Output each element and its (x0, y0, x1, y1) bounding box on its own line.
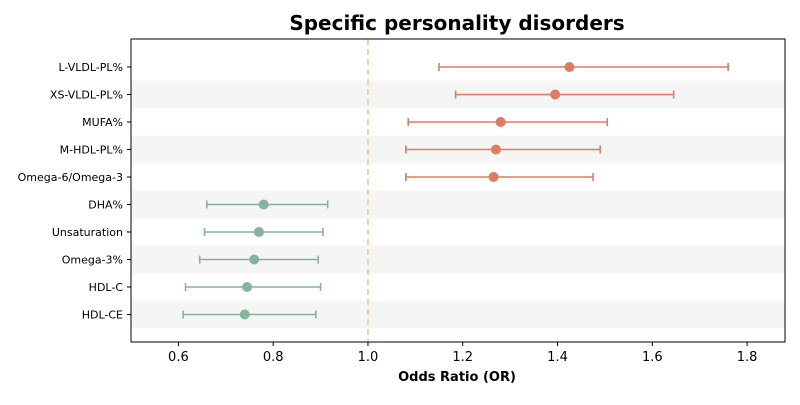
or-point (490, 144, 501, 155)
estimate-7 (198, 254, 319, 265)
plot-frame (130, 38, 786, 343)
y-tick-label: XS-VLDL-PL% (50, 89, 123, 102)
estimate-4 (405, 172, 594, 182)
y-tick-label: Omega-3% (62, 254, 123, 267)
y-tick-label: HDL-CE (82, 309, 123, 322)
y-tick-label: DHA% (88, 199, 123, 212)
x-tick-label: 1.2 (452, 350, 473, 365)
x-tick-label: 1.4 (547, 350, 568, 365)
estimate-2 (407, 117, 609, 127)
x-tick-label: 1.8 (737, 350, 758, 365)
or-point (488, 172, 499, 182)
x-tick-label: 0.8 (263, 350, 284, 365)
or-point (242, 282, 253, 292)
or-point (258, 199, 269, 210)
estimate-8 (184, 282, 322, 292)
or-point (249, 254, 260, 265)
or-point (550, 89, 561, 100)
estimate-1 (454, 89, 675, 100)
y-tick-label: Unsaturation (52, 226, 123, 239)
x-tick-label: 1.6 (642, 350, 663, 365)
y-tick-label: L-VLDL-PL% (58, 61, 123, 74)
y-tick-label: Omega-6/Omega-3 (18, 171, 123, 184)
x-tick-label: 0.6 (168, 350, 189, 365)
y-tick-label: HDL-C (89, 281, 124, 294)
estimate-9 (182, 309, 317, 320)
estimate-5 (206, 199, 329, 210)
estimate-3 (405, 144, 601, 155)
y-tick-label: MUFA% (82, 116, 123, 129)
x-tick-label: 1.0 (358, 350, 379, 365)
estimate-0 (438, 62, 729, 72)
estimate-6 (203, 227, 324, 237)
or-point (253, 227, 264, 237)
or-point (564, 62, 575, 72)
y-tick-label: M-HDL-PL% (60, 144, 123, 157)
x-axis-label: Odds Ratio (OR) (398, 370, 516, 385)
or-point (239, 309, 250, 320)
chart-title: Specific personality disorders (289, 11, 624, 35)
or-point (495, 117, 506, 127)
